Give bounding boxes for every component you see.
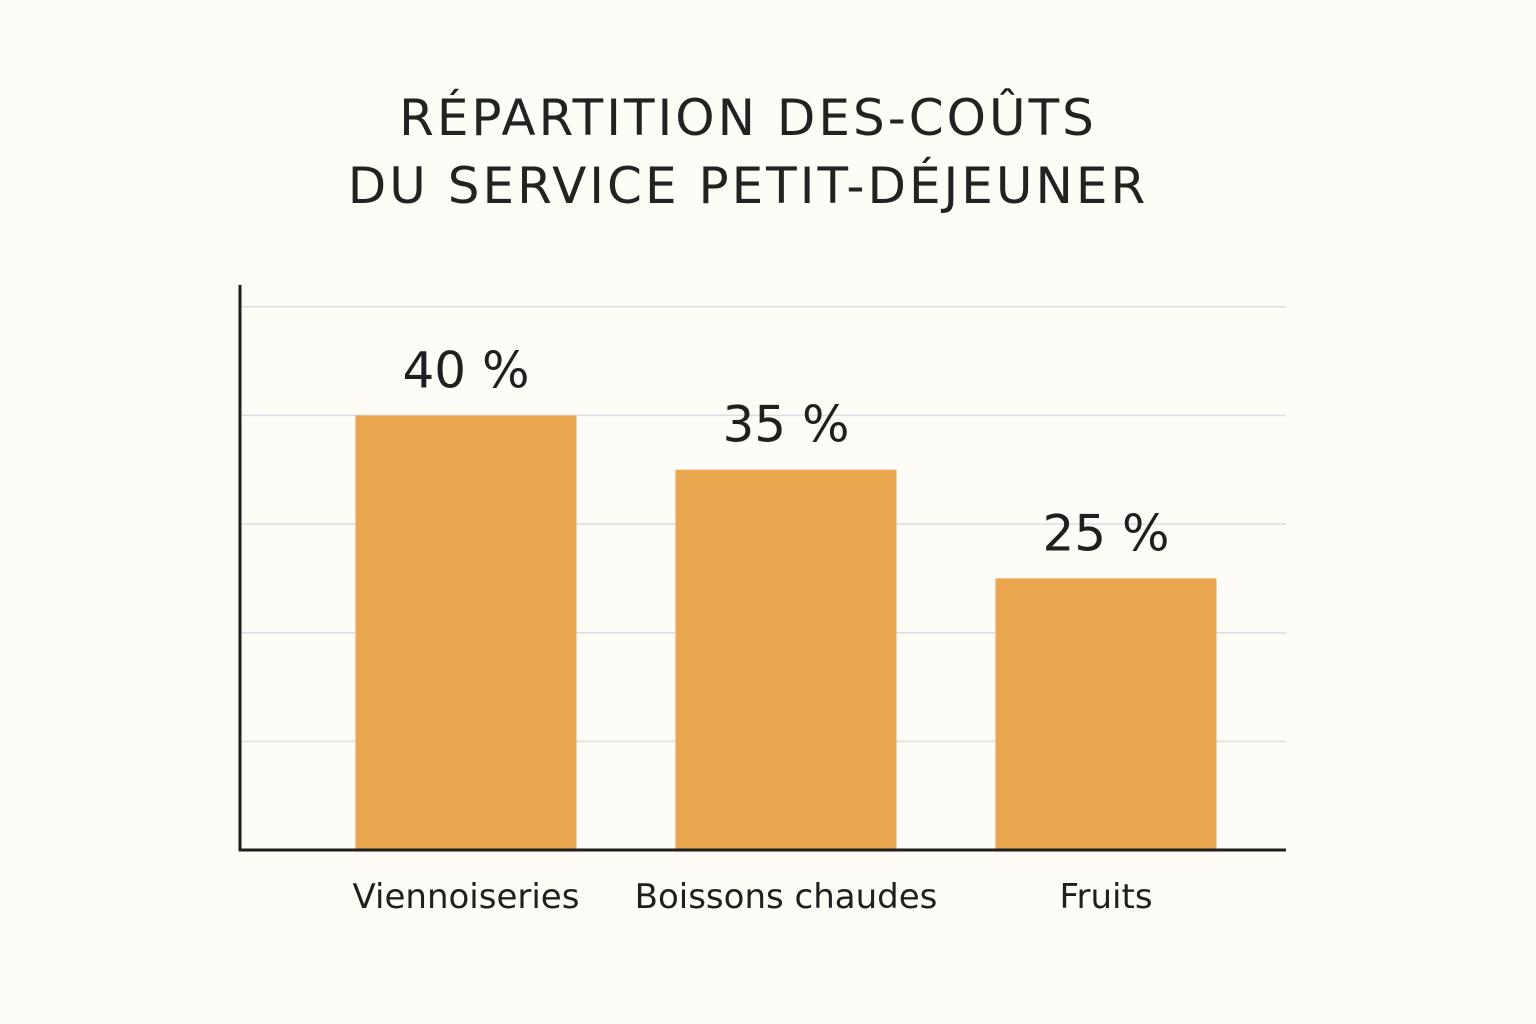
- chart-title: RÉPARTITION DES-COÛTS DU SERVICE PETIT-D…: [0, 84, 1496, 220]
- bar-viennoiseries: [355, 415, 577, 850]
- bars: [355, 415, 1217, 850]
- category-label: Fruits: [1059, 877, 1152, 917]
- bar-boissons-chaudes: [675, 469, 897, 850]
- value-label: 25 %: [1042, 504, 1169, 562]
- labels: 40 % Viennoiseries 35 % Boissons chaudes 25 …: [353, 341, 1170, 917]
- axes: [238, 285, 1286, 852]
- category-label: Boissons chaudes: [635, 877, 938, 917]
- chart-title-line-2: DU SERVICE PETIT-DÉJEUNER: [347, 157, 1149, 215]
- category-label: Viennoiseries: [353, 877, 580, 917]
- value-label: 40 %: [402, 341, 529, 399]
- chart-title-line-1: RÉPARTITION DES-COÛTS: [399, 89, 1097, 147]
- value-label: 35 %: [722, 396, 849, 454]
- bar-fruits: [995, 578, 1217, 850]
